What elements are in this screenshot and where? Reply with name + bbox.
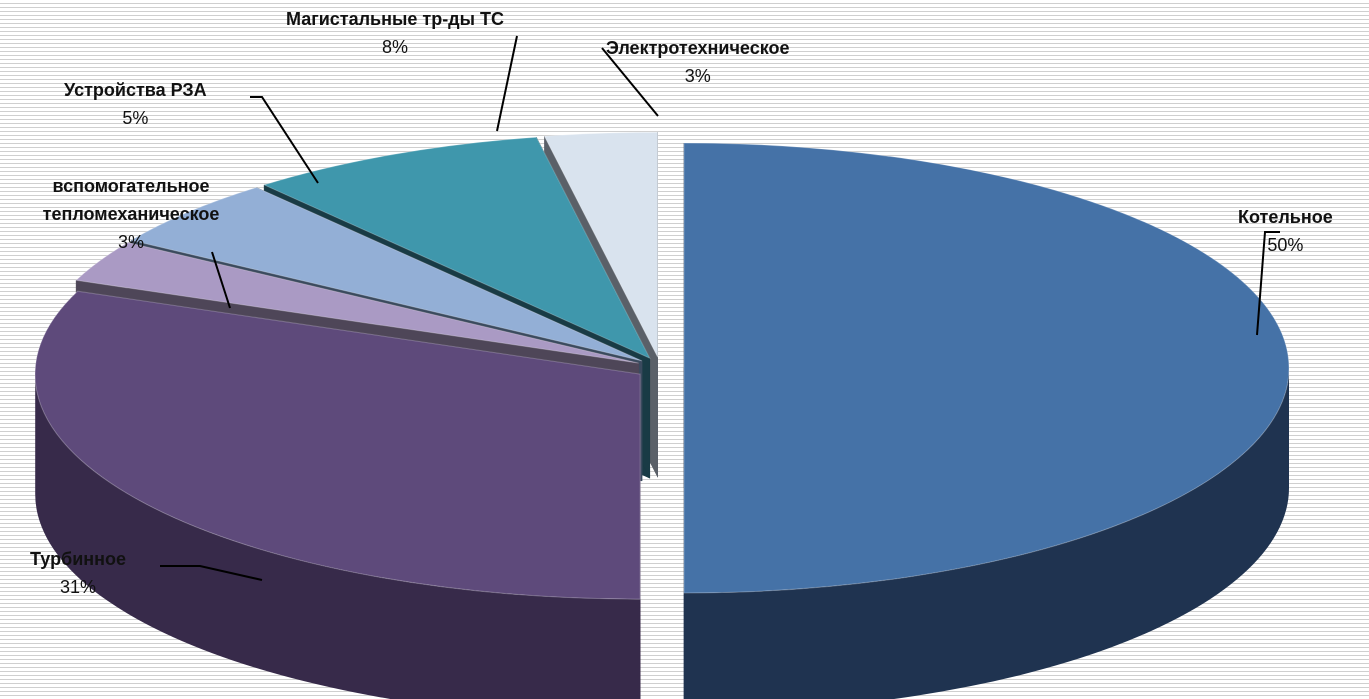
label-magistralnye: Магистальные тр-ды ТС 8%	[286, 9, 504, 57]
leader-line-turbinnoe	[160, 565, 263, 581]
leader-line-kotelnoe	[1256, 231, 1280, 336]
leader-line-magistralnye	[496, 35, 518, 132]
label-rza: Устройства РЗА 5%	[64, 80, 207, 128]
slice-turbinnoe	[34, 290, 641, 699]
label-vspomogatelnoe: вспомогательное тепломеханическое 3%	[42, 176, 220, 252]
slice-kotelnoe	[683, 142, 1290, 699]
label-elektrotekhnicheskoe: Электротехническое 3%	[606, 38, 790, 86]
leader-line-elektrotekhnicheskoe	[601, 47, 659, 117]
label-kotelnoe: Котельное 50%	[1238, 207, 1333, 255]
leader-line-rza	[250, 96, 319, 184]
label-turbinnoe: Турбинное 31%	[30, 549, 127, 597]
leader-line-vspomogatelnoe	[211, 251, 231, 309]
